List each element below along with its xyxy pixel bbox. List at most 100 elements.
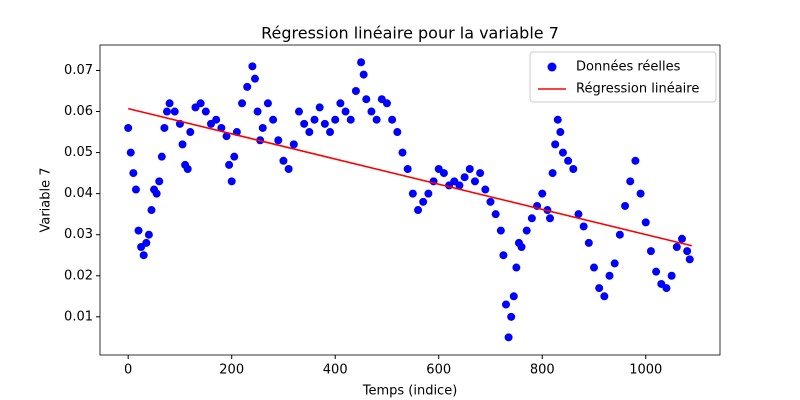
y-tick-label: 0.06 [64, 104, 93, 119]
data-point [621, 201, 630, 210]
x-tick-label: 200 [219, 363, 244, 378]
data-point [605, 271, 614, 280]
data-point [470, 177, 479, 186]
data-point [465, 165, 474, 173]
data-point [646, 247, 655, 256]
data-point [139, 251, 148, 260]
data-point [269, 115, 278, 124]
data-point [672, 243, 681, 252]
data-point [230, 152, 239, 161]
data-point [142, 238, 151, 247]
x-axis-label: Temps (indice) [362, 384, 458, 399]
data-point [124, 123, 133, 132]
data-point [584, 238, 593, 247]
x-tick-label: 400 [323, 363, 348, 378]
data-point [439, 169, 448, 178]
data-point [372, 115, 381, 124]
data-point [152, 189, 161, 198]
data-point [362, 95, 371, 104]
data-point [320, 119, 329, 128]
data-point [178, 140, 187, 149]
data-point [558, 148, 567, 157]
x-tick-label: 0 [124, 363, 132, 378]
data-point [455, 181, 464, 190]
data-point [238, 99, 247, 108]
data-point [217, 123, 226, 132]
data-point [170, 107, 179, 116]
data-point [564, 156, 573, 165]
data-point [131, 185, 140, 194]
legend-marker [547, 62, 557, 72]
data-point [538, 189, 547, 198]
data-point [196, 99, 205, 108]
data-point [685, 255, 694, 264]
data-point [556, 128, 565, 137]
chart-title: Régression linéaire pour la variable 7 [261, 24, 559, 43]
data-point [419, 197, 428, 206]
data-point [491, 210, 500, 219]
data-point [610, 259, 619, 268]
data-point [183, 165, 192, 173]
data-point [589, 263, 598, 272]
data-point [677, 234, 686, 243]
data-point [222, 132, 231, 141]
data-point [522, 226, 531, 235]
data-point [481, 185, 490, 194]
y-tick-label: 0.01 [64, 309, 93, 324]
data-point [403, 165, 412, 173]
data-point [160, 123, 169, 132]
legend-box [529, 51, 717, 103]
data-point [615, 230, 624, 239]
legend-label: Régression linéaire [576, 82, 699, 97]
data-point [274, 136, 283, 145]
data-point [579, 222, 588, 231]
data-point [595, 284, 604, 293]
data-point [225, 160, 234, 169]
data-point [284, 165, 293, 173]
data-point [263, 99, 272, 108]
data-point [250, 74, 259, 83]
data-point [351, 86, 360, 95]
data-point [486, 197, 495, 206]
legend-label: Données réelles [576, 60, 681, 75]
data-point [527, 214, 536, 223]
data-point [248, 62, 257, 71]
data-point [331, 115, 340, 124]
data-point [662, 284, 671, 293]
data-point [144, 230, 153, 239]
data-point [388, 115, 397, 124]
data-point [336, 99, 345, 108]
data-point [626, 177, 635, 186]
data-point [600, 292, 609, 301]
data-point [165, 99, 174, 108]
data-point [408, 189, 417, 198]
data-point [496, 226, 505, 235]
data-point [517, 243, 526, 252]
data-point [126, 148, 135, 157]
data-point [326, 128, 335, 137]
y-tick-label: 0.03 [64, 227, 93, 242]
data-point [424, 189, 433, 198]
plot-frame [99, 44, 721, 356]
data-point [201, 107, 210, 116]
data-point [162, 107, 171, 116]
data-point [636, 189, 645, 198]
data-point [509, 292, 518, 301]
data-point [359, 70, 368, 79]
y-tick-label: 0.07 [64, 63, 93, 78]
data-point [382, 99, 391, 108]
data-point [186, 128, 195, 137]
data-point [499, 251, 508, 260]
data-point [393, 128, 402, 137]
data-point [227, 177, 236, 186]
data-point [683, 247, 692, 256]
data-point [507, 312, 516, 321]
data-point [667, 271, 676, 280]
data-point [147, 206, 156, 215]
x-tick-label: 600 [426, 363, 451, 378]
data-point [212, 115, 221, 124]
data-point [553, 115, 562, 124]
data-point [243, 82, 252, 91]
y-axis-label: Variable 7 [39, 167, 54, 232]
